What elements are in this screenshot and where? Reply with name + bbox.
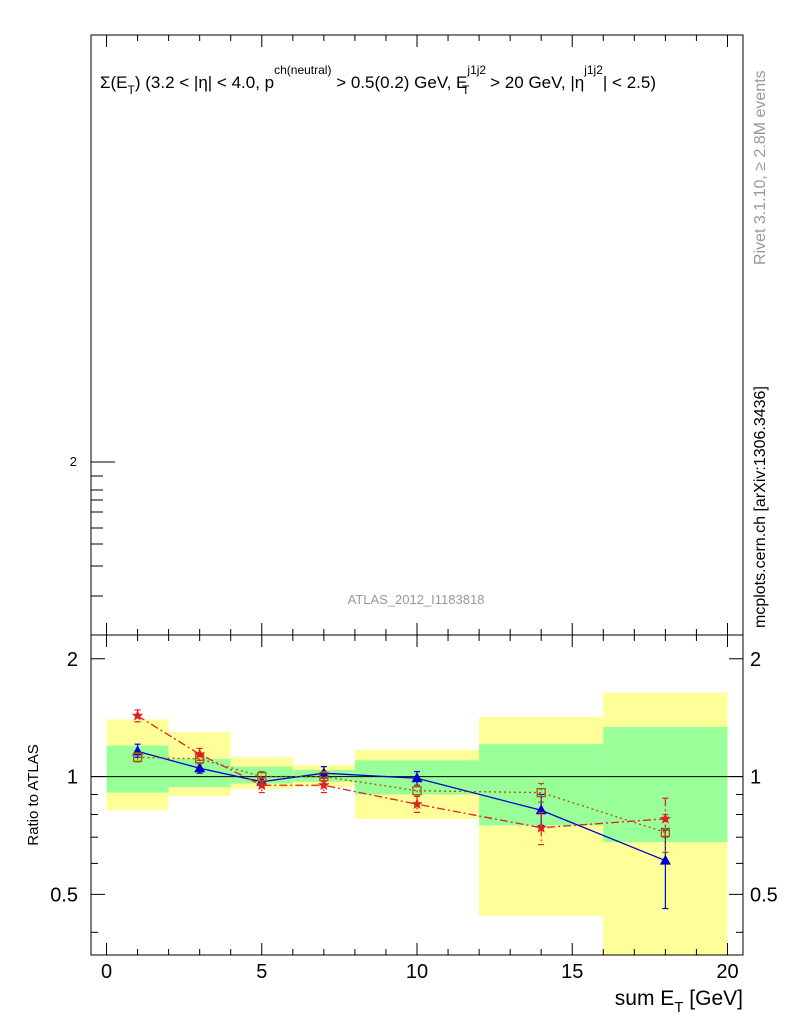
ratio-ticks bbox=[91, 635, 743, 955]
y-tick-label-right: 1 bbox=[750, 767, 761, 789]
data-point-square bbox=[536, 787, 546, 798]
data-point-square bbox=[412, 786, 422, 796]
title-part-ch-sup: ch(neutral) bbox=[274, 63, 331, 77]
data-point-star bbox=[318, 779, 330, 791]
title-part-mid2: > 0.5(0.2) GeV, E bbox=[331, 73, 467, 92]
data-point-star bbox=[193, 748, 206, 760]
data-point-star bbox=[256, 779, 268, 791]
data-point-star bbox=[535, 821, 547, 833]
title-part-e-sup: j1j2 bbox=[466, 63, 486, 77]
y-tick-label-left: 0.5 bbox=[50, 884, 78, 906]
uncertainty-bands bbox=[106, 692, 728, 955]
main-frame bbox=[90, 34, 744, 636]
y-tick-label-left: 2 bbox=[67, 649, 78, 671]
data-point-triangle bbox=[194, 762, 206, 773]
title-part-mid3: > 20 GeV, |η bbox=[485, 73, 584, 92]
data-point-star bbox=[411, 798, 423, 810]
main-panel: 2 Σ(ET) (3.2 < |η| < 4.0, pch(neutral) >… bbox=[70, 34, 744, 636]
title-part-mid1: ) (3.2 < |η| < 4.0, p bbox=[135, 73, 274, 92]
x-tick-label: 15 bbox=[561, 961, 583, 983]
ratio-series bbox=[131, 709, 672, 910]
x-axis-label: sum ET [GeV] bbox=[615, 987, 743, 1016]
y-tick-label-left: 1 bbox=[67, 767, 78, 789]
y-tick-label-right: 2 bbox=[750, 649, 761, 671]
data-point-star bbox=[131, 709, 144, 721]
main-y-tick-label: 2 bbox=[70, 454, 77, 469]
data-point-triangle bbox=[411, 772, 423, 783]
title-part-sigma: Σ(E bbox=[100, 73, 128, 92]
analysis-label: ATLAS_2012_I1183818 bbox=[348, 592, 485, 607]
x-axis-label-unit: [GeV] bbox=[683, 987, 743, 1010]
ratio-tick-labels: 0 5 10 15 20 0.5 0.5 1 1 2 2 bbox=[50, 649, 778, 983]
x-tick-label: 5 bbox=[256, 961, 267, 983]
data-point-square bbox=[132, 752, 143, 762]
main-title: Σ(ET) (3.2 < |η| < 4.0, pch(neutral) > 0… bbox=[100, 63, 656, 97]
y-tick-label-right: 0.5 bbox=[750, 884, 778, 906]
mcplots-label: mcplots.cern.ch [arXiv:1306.3436] bbox=[752, 386, 769, 628]
main-y-ticks bbox=[91, 35, 728, 635]
title-part-end: | < 2.5) bbox=[603, 73, 656, 92]
ratio-y-axis-label: Ratio to ATLAS bbox=[25, 744, 42, 845]
x-tick-label: 0 bbox=[101, 961, 112, 983]
stat-uncertainty-band bbox=[603, 726, 728, 843]
x-axis-label-main: sum E bbox=[615, 987, 675, 1010]
data-point-triangle bbox=[659, 854, 671, 865]
x-tick-label: 20 bbox=[716, 961, 738, 983]
rivet-label: Rivet 3.1.10, ≥ 2.8M events bbox=[752, 70, 769, 265]
title-part-eta-sup: j1j2 bbox=[583, 63, 603, 77]
x-tick-label: 10 bbox=[406, 961, 428, 983]
x-axis-label-sub: T bbox=[674, 999, 683, 1016]
title-part-e-sub: T bbox=[462, 83, 470, 97]
ratio-panel: 0 5 10 15 20 0.5 0.5 1 1 2 2 Ratio to ATLAS sum ET… bbox=[25, 634, 778, 1016]
data-point-star bbox=[659, 812, 672, 824]
title-part-t-sub: T bbox=[128, 83, 136, 97]
